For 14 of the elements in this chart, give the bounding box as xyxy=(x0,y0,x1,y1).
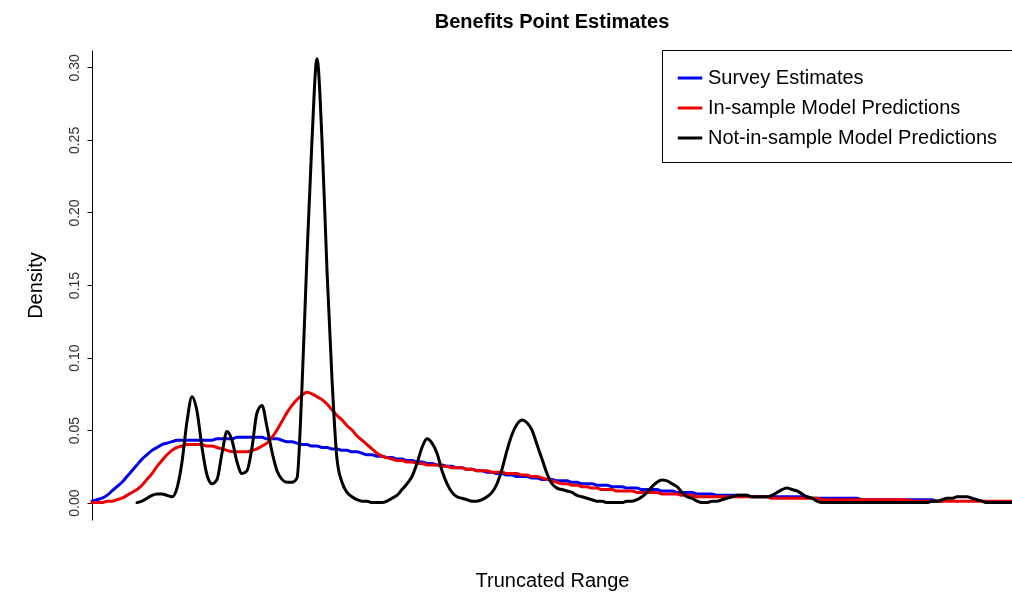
chart-title: Benefits Point Estimates xyxy=(434,9,670,32)
legend-label: In-sample Model Predictions xyxy=(708,96,961,118)
y-tick-label: 0.20 xyxy=(65,199,82,227)
y-tick-label: 0.15 xyxy=(65,271,82,300)
legend-label: Survey Estimates xyxy=(708,66,864,88)
y-tick-label: 0.10 xyxy=(65,344,82,372)
y-tick-label: 0.25 xyxy=(65,126,82,155)
y-tick-label: 0.30 xyxy=(65,54,82,82)
x-axis-title: Truncated Range xyxy=(475,568,630,591)
line-series xyxy=(135,57,1012,505)
y-axis-title: Density xyxy=(23,252,46,319)
y-tick-label: 0.05 xyxy=(65,416,82,445)
legend-label: Not-in-sample Model Predictions xyxy=(708,126,998,148)
y-tick-label: 0.00 xyxy=(65,489,82,517)
